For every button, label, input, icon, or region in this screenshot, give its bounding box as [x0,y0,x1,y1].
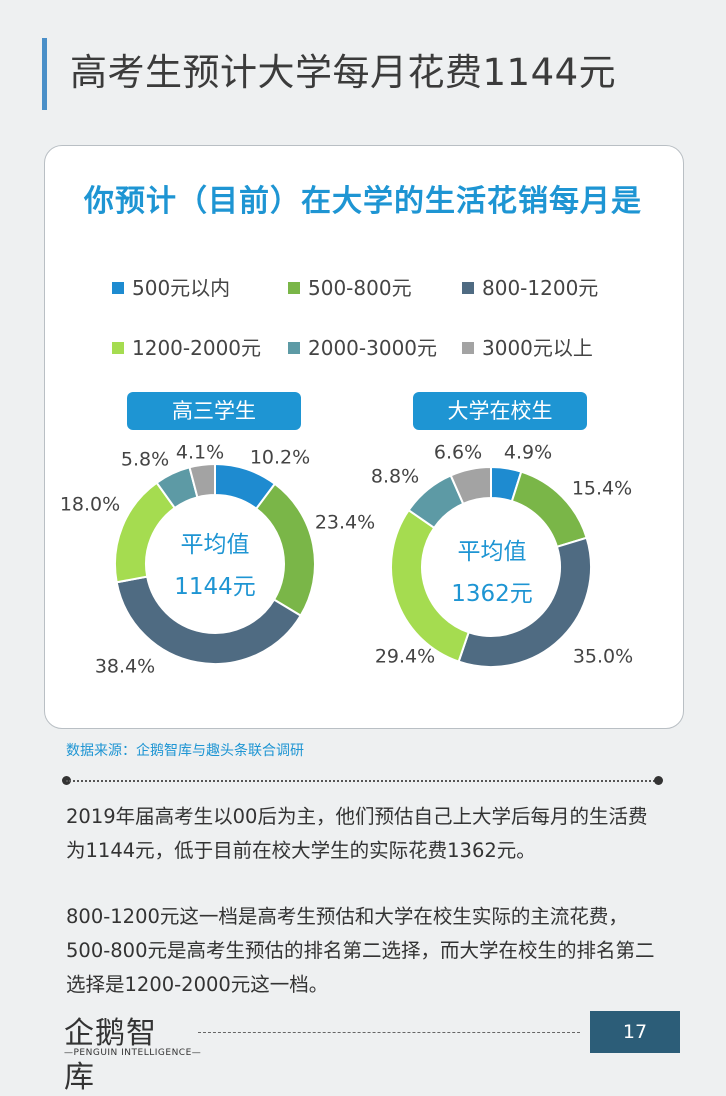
page-title: 高考生预计大学每月花费1144元 [70,51,617,94]
donut-slice-university [457,536,592,668]
legend-item: 500元以内 [112,272,230,301]
slice-label-university: 15.4% [572,478,632,500]
slice-label-university: 29.4% [375,646,435,668]
legend-swatch [462,282,474,294]
slice-label-university: 4.9% [504,442,552,464]
donut-slice-high-school [188,462,216,499]
slice-label-high-school: 10.2% [250,447,310,469]
group-label-high-school: 高三学生 [127,392,301,430]
divider-line [66,780,658,782]
legend-item: 2000-3000元 [288,332,437,361]
logo: 企鹅智库 —PENGUIN INTELLIGENCE— [64,1008,201,1095]
center-label-university: 平均值 [457,539,527,565]
divider-dot-right [654,776,663,785]
slice-label-high-school: 38.4% [95,656,155,678]
footer-line [198,1032,580,1033]
legend-swatch [112,342,124,354]
slice-label-high-school: 5.8% [121,449,169,471]
legend-label: 3000元以上 [482,336,593,360]
legend-label: 500-800元 [308,276,412,300]
page-number: 17 [590,1011,680,1053]
slice-label-high-school: 23.4% [315,512,375,534]
title-accent-bar [42,38,47,110]
center-value-high-school: 1144元 [174,574,256,600]
legend-item: 800-1200元 [462,272,598,301]
legend-item: 500-800元 [288,272,412,301]
paragraph-2: 800-1200元这一档是高考生预估和大学在校生实际的主流花费，500-800元… [66,905,655,996]
legend-swatch [112,282,124,294]
legend-swatch [288,282,300,294]
legend-label: 1200-2000元 [132,336,262,360]
center-label-high-school: 平均值 [180,532,250,558]
paragraph-1: 2019年届高考生以00后为主，他们预估自己上大学后每月的生活费为1144元，低… [66,805,648,862]
legend-item: 1200-2000元 [112,332,261,361]
legend-item: 3000元以上 [462,332,593,361]
legend-swatch [288,342,300,354]
slice-label-university: 35.0% [573,646,633,668]
logo-sub-text: —PENGUIN INTELLIGENCE— [64,1048,202,1058]
center-value-university: 1362元 [451,581,533,607]
slice-label-high-school: 18.0% [60,494,120,516]
donut-slice-university [449,465,492,506]
slice-label-university: 8.8% [371,466,419,488]
legend-label: 2000-3000元 [308,336,438,360]
chart-title: 你预计（目前）在大学的生活花销每月是 [84,184,642,219]
group-label-university: 大学在校生 [413,392,587,430]
slice-label-high-school: 4.1% [176,442,224,464]
legend-label: 500元以内 [132,276,231,300]
slice-label-university: 6.6% [434,442,482,464]
legend-swatch [462,342,474,354]
legend-label: 800-1200元 [482,276,599,300]
data-source: 数据来源：企鹅智库与趣头条联合调研 [66,743,304,759]
